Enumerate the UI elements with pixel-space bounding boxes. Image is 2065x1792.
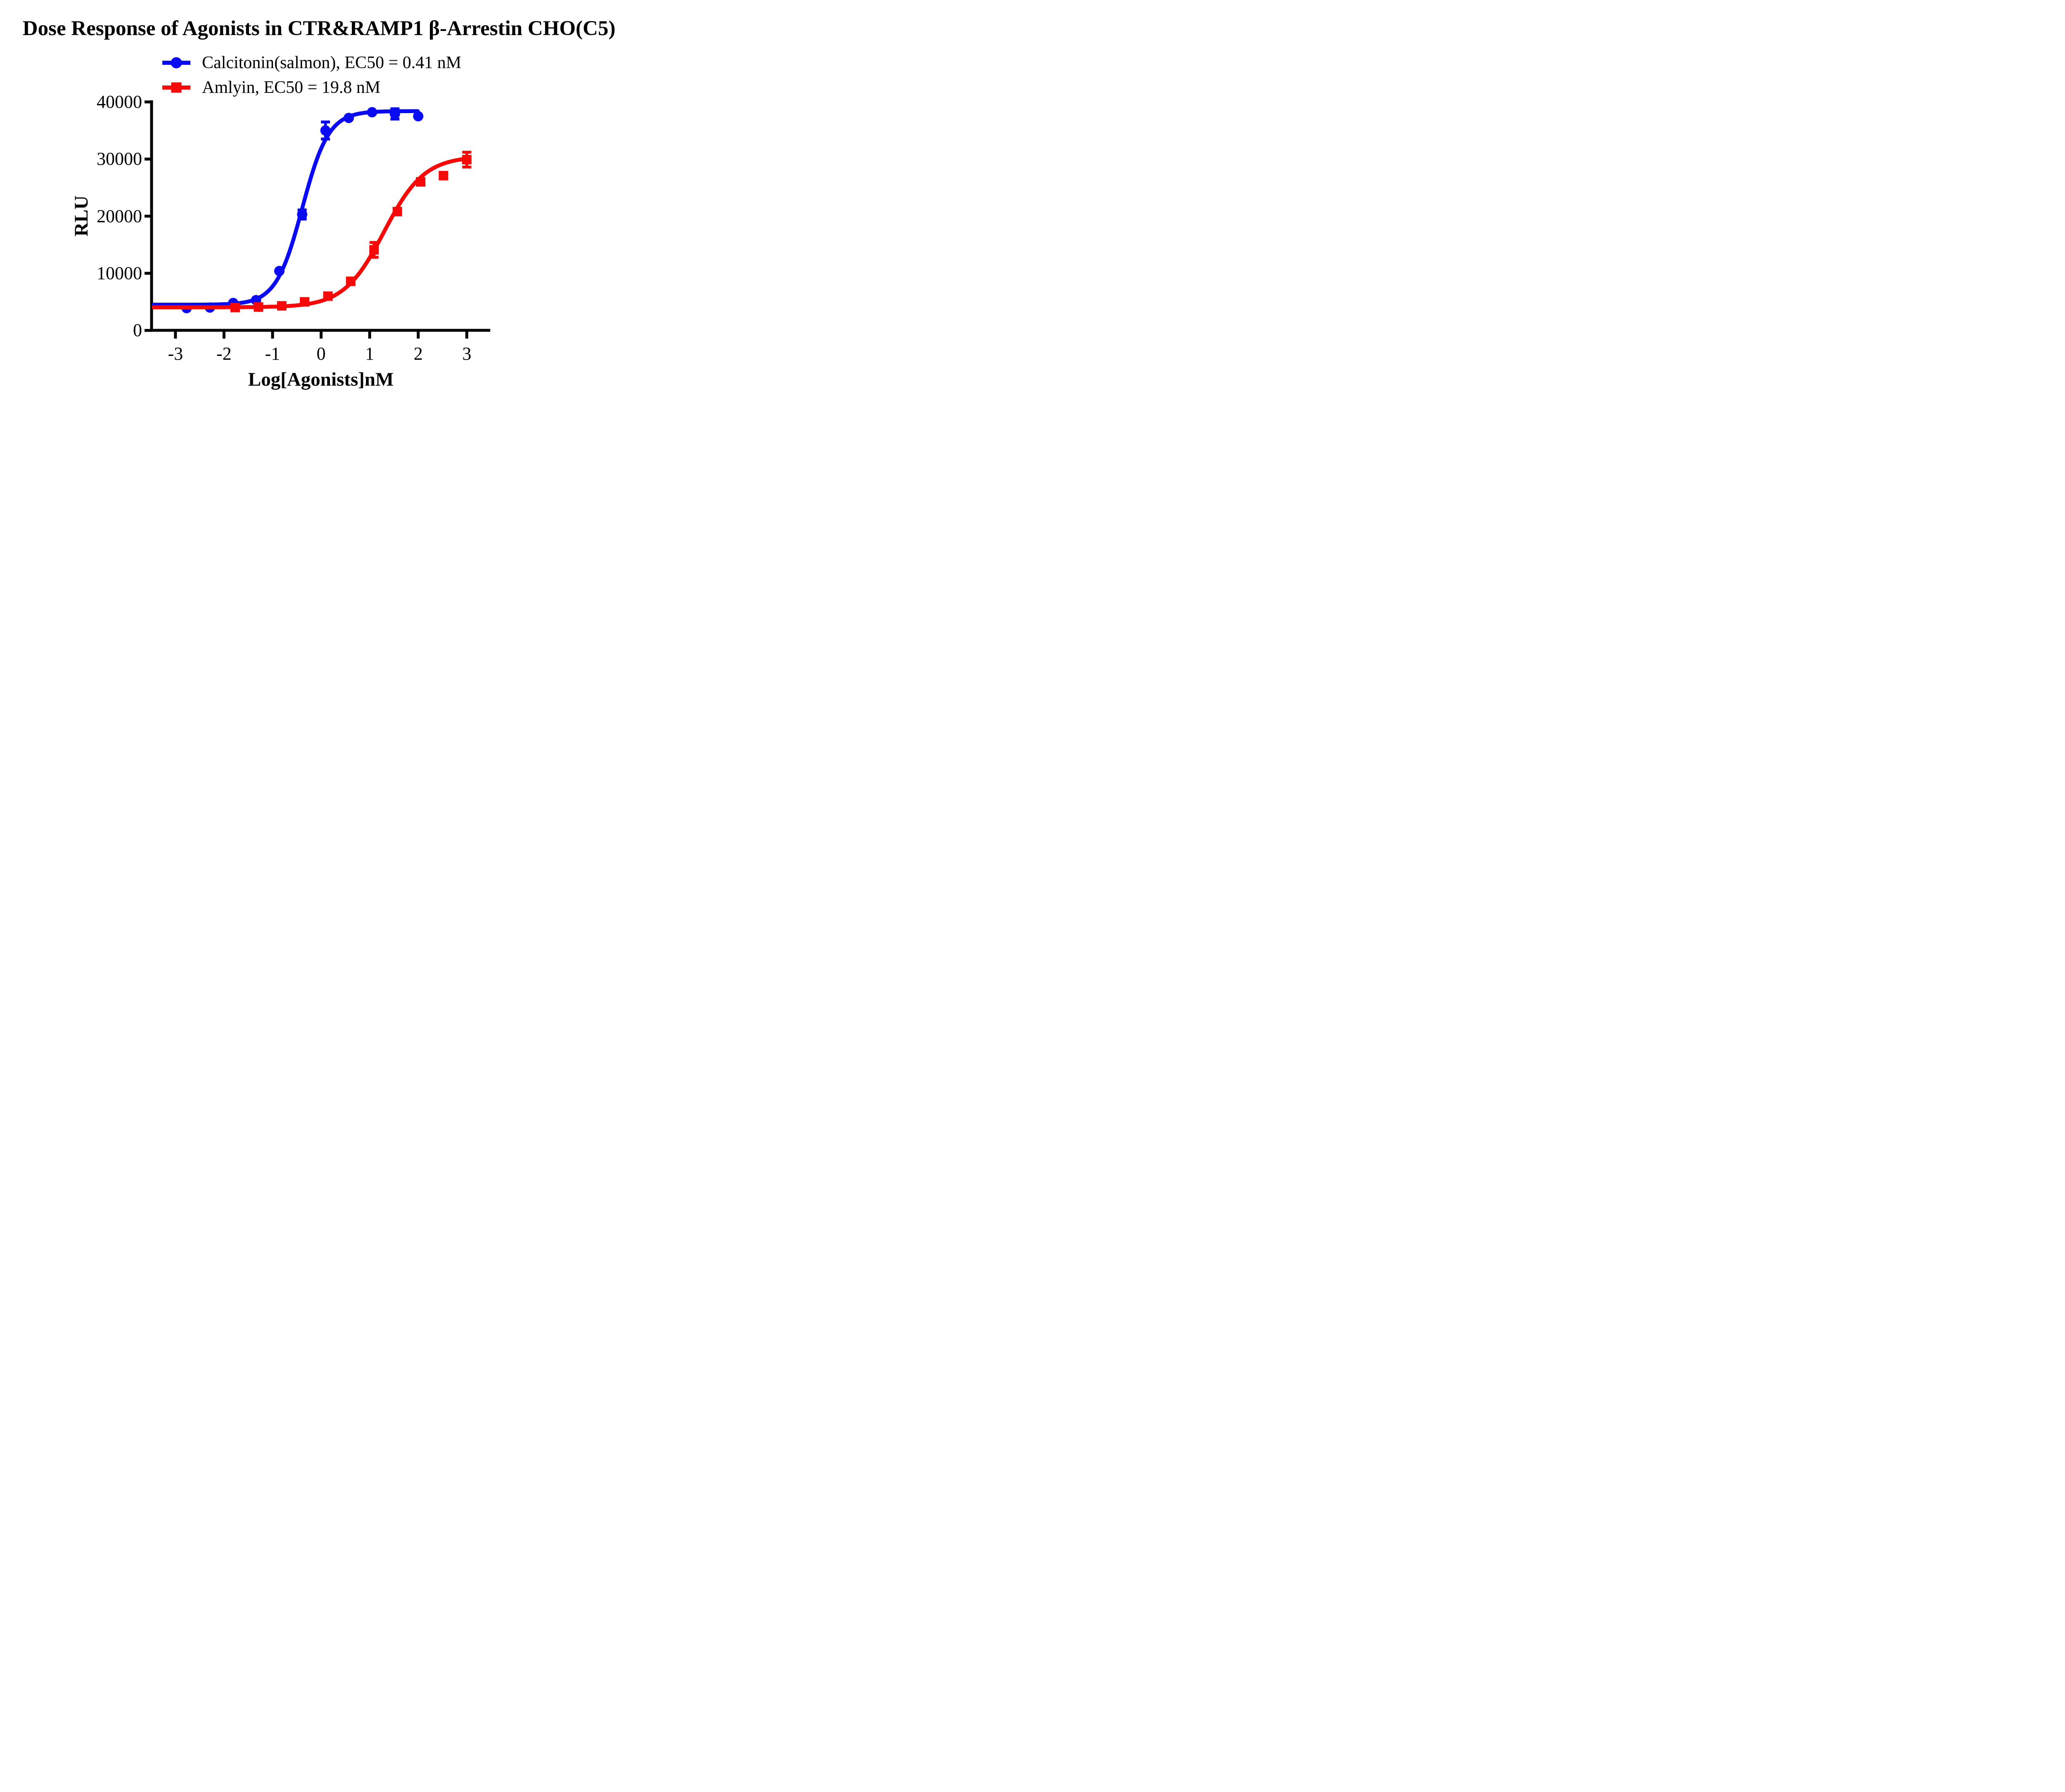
legend-row-amlyin: Amlyin, EC50 = 19.8 nM <box>162 77 461 98</box>
data-point-square <box>392 206 402 216</box>
data-point-circle <box>297 209 308 220</box>
x-tick-label: 0 <box>316 344 326 364</box>
y-tick-label: 10000 <box>97 263 142 283</box>
data-point-square <box>439 171 449 180</box>
red-square-icon <box>171 82 182 93</box>
data-point-square <box>254 302 263 312</box>
legend-row-calcitonin: Calcitonin(salmon), EC50 = 0.41 nM <box>162 52 461 73</box>
data-point-square <box>277 301 287 311</box>
x-tick-label: -1 <box>265 344 280 364</box>
x-tick-label: 3 <box>462 344 472 364</box>
data-point-square <box>462 155 472 165</box>
curve-amlyin <box>152 156 468 309</box>
y-tick-label: 20000 <box>97 206 142 226</box>
blue-circle-icon <box>171 57 182 69</box>
legend-marker-calcitonin <box>162 56 190 70</box>
data-point-circle <box>389 109 400 119</box>
y-tick-label: 30000 <box>97 149 142 169</box>
chart-title: Dose Response of Agonists in CTR&RAMP1 β… <box>22 17 616 40</box>
x-axis-title: Log[Agonists]nM <box>248 369 394 390</box>
x-tick-label: 1 <box>365 344 375 364</box>
data-point-circle <box>413 111 424 121</box>
data-point-circle <box>344 113 354 123</box>
legend: Calcitonin(salmon), EC50 = 0.41 nM Amlyi… <box>162 52 461 102</box>
legend-label-calcitonin: Calcitonin(salmon), EC50 = 0.41 nM <box>202 53 461 72</box>
data-point-circle <box>320 125 331 136</box>
curve-calcitonin <box>152 109 420 307</box>
y-tick-label: 0 <box>133 320 142 341</box>
data-point-square <box>230 303 240 313</box>
data-point-circle <box>367 107 377 118</box>
data-point-square <box>300 297 310 307</box>
x-tick-label: -3 <box>168 344 183 364</box>
legend-label-amlyin: Amlyin, EC50 = 19.8 nM <box>202 78 381 97</box>
data-point-square <box>369 245 379 255</box>
chart-canvas: Dose Response of Agonists in CTR&RAMP1 β… <box>0 0 638 403</box>
legend-marker-amlyin <box>162 81 190 95</box>
y-tick-label: 40000 <box>97 91 142 112</box>
data-point-circle <box>274 265 285 276</box>
data-point-square <box>323 291 333 301</box>
x-tick-label: -2 <box>216 344 232 364</box>
data-point-square <box>346 276 356 286</box>
plot-area <box>145 100 490 339</box>
data-point-square <box>416 177 426 187</box>
x-tick-label: 2 <box>413 344 423 364</box>
